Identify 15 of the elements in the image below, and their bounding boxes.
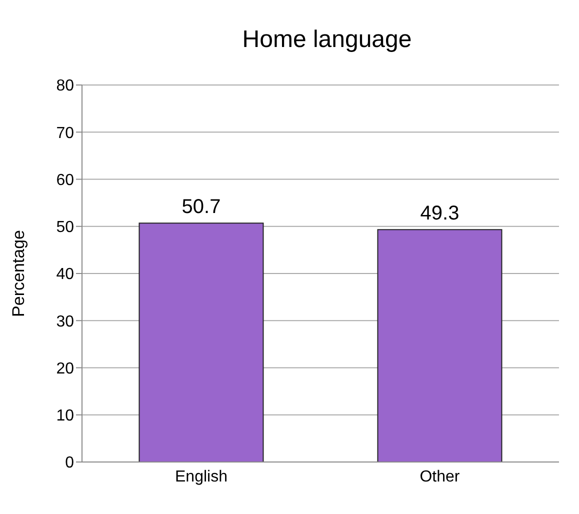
x-tick-label: English <box>175 468 228 486</box>
y-tick-label: 10 <box>56 408 74 425</box>
y-tick-label: 20 <box>56 360 74 378</box>
y-axis-title: Percentage <box>9 230 28 317</box>
y-tick-label: 30 <box>56 313 74 330</box>
data-label: 50.7 <box>182 196 221 218</box>
y-tick-label: 0 <box>65 454 74 472</box>
data-label: 49.3 <box>420 202 460 225</box>
y-tick-label: 40 <box>56 266 74 284</box>
y-tick-label: 70 <box>56 124 74 142</box>
y-tick-label: 60 <box>56 172 74 189</box>
y-tick-label: 80 <box>56 78 74 95</box>
x-tick-label: Other <box>420 468 460 486</box>
chart-title: Home language <box>241 26 413 54</box>
y-tick-label: 50 <box>56 219 74 236</box>
